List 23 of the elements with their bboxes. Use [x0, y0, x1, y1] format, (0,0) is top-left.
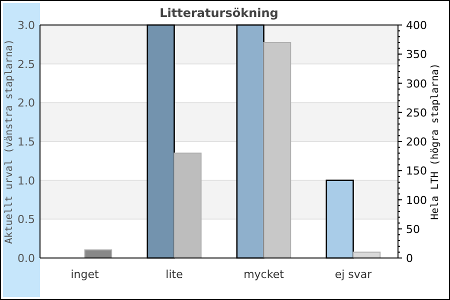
y-axis-title: Aktuellt urval (vänstra staplarna)	[4, 39, 15, 244]
y2-tick-label: 200	[406, 136, 427, 148]
y2-tick-label: 100	[406, 194, 427, 207]
y2-tick-label: 50	[406, 222, 420, 236]
y-tick-label: 0.0	[18, 252, 35, 265]
y-tick-label: 2.5	[18, 58, 35, 71]
y-tick-label: 1.5	[18, 136, 35, 148]
y2-tick-label: 400	[406, 19, 427, 32]
y-tick-label: 1.0	[18, 174, 35, 188]
y-tick-label: 3.0	[18, 19, 35, 32]
x-tick-label: mycket	[244, 268, 285, 281]
y-tick-label: 0.5	[18, 213, 35, 226]
y2-tick-label: 0	[406, 252, 413, 265]
y2-axis-title: Hela LTH (högra staplarna)	[430, 63, 441, 220]
chart-title: Litteratursökning	[160, 6, 278, 20]
y2-tick-label: 150	[406, 164, 427, 178]
y-tick-label: 2.0	[18, 96, 35, 110]
y2-tick-label: 350	[406, 48, 427, 62]
y2-tick-label: 250	[406, 106, 427, 120]
x-tick-label: inget	[70, 268, 100, 281]
y2-tick-label: 300	[406, 77, 427, 90]
x-tick-label: lite	[166, 268, 184, 281]
x-tick-label: ej svar	[334, 268, 372, 281]
